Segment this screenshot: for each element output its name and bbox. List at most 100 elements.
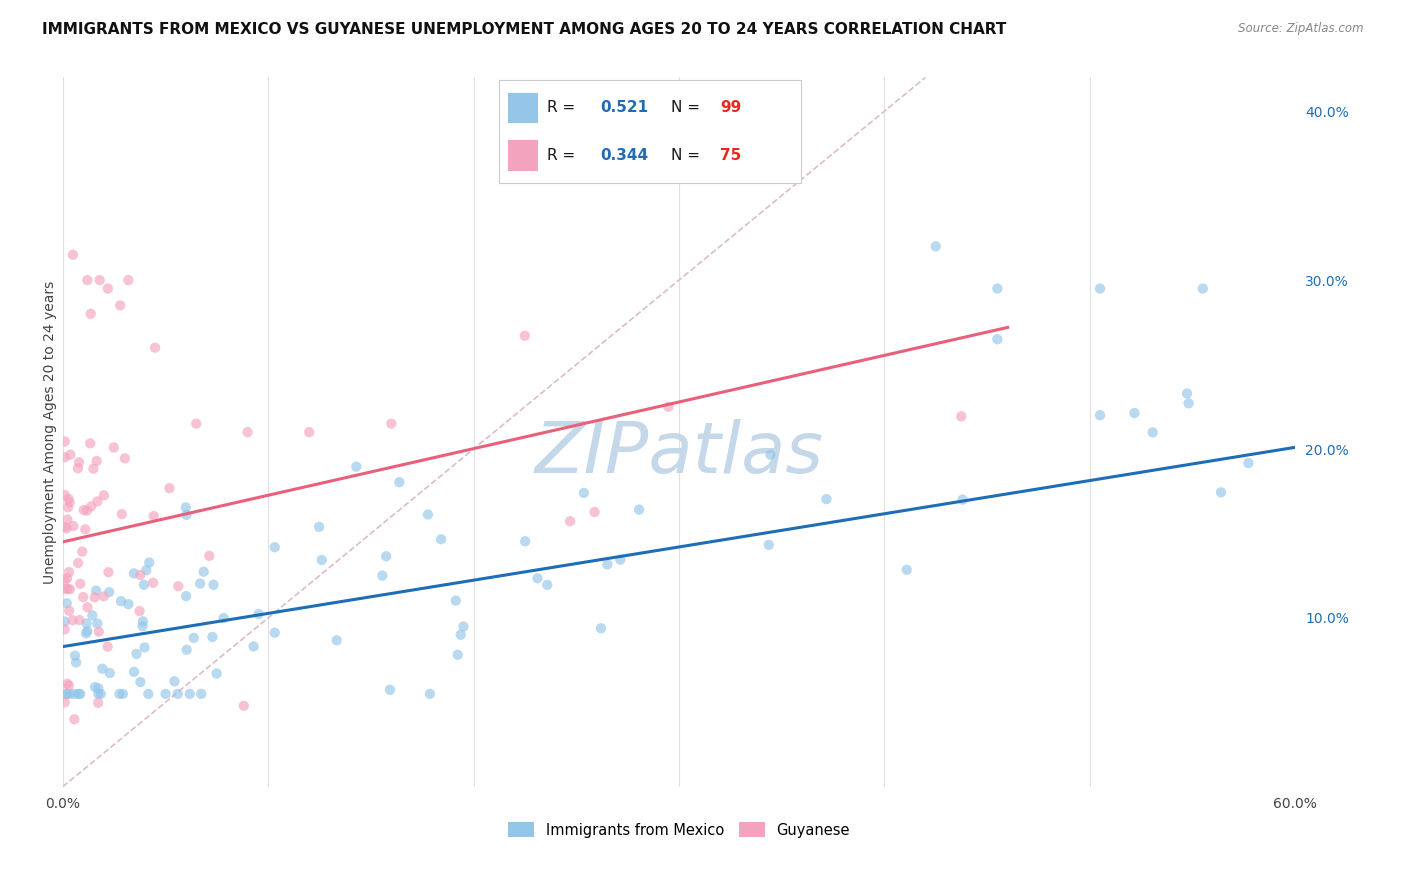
Point: [55, 521, 77, 535]
Point: [59, 687, 82, 701]
Point: [925, 239, 948, 253]
Point: [103, 441, 125, 455]
Point: [513, 534, 536, 549]
Text: ZIPatlas: ZIPatlas: [534, 419, 824, 488]
Point: [58, 565, 80, 579]
Point: [66, 461, 89, 475]
Point: [108, 687, 131, 701]
Point: [325, 633, 347, 648]
Point: [205, 666, 228, 681]
Point: [134, 640, 156, 655]
Point: [122, 665, 145, 679]
Point: [758, 538, 780, 552]
Point: [375, 549, 398, 564]
Point: [62, 613, 84, 627]
Point: [159, 481, 181, 495]
Point: [759, 448, 782, 462]
Point: [430, 533, 453, 547]
Point: [155, 687, 177, 701]
Point: [55, 596, 77, 610]
Point: [76, 600, 98, 615]
Point: [70, 544, 93, 558]
Point: [111, 507, 134, 521]
Point: [212, 611, 235, 625]
Point: [108, 298, 131, 312]
Text: R =: R =: [547, 148, 581, 162]
Point: [76, 503, 98, 517]
Point: [56, 677, 79, 691]
Point: [53, 582, 76, 596]
Point: [86, 454, 108, 468]
Point: [143, 341, 166, 355]
Point: [193, 565, 215, 579]
Point: [986, 332, 1008, 346]
Point: [166, 687, 188, 701]
Point: [76, 616, 98, 631]
Text: IMMIGRANTS FROM MEXICO VS GUYANESE UNEMPLOYMENT AMONG AGES 20 TO 24 YEARS CORREL: IMMIGRANTS FROM MEXICO VS GUYANESE UNEMP…: [42, 22, 1007, 37]
Point: [62, 248, 84, 262]
Point: [572, 486, 595, 500]
Point: [236, 425, 259, 439]
Point: [58, 604, 80, 618]
Point: [91, 662, 114, 676]
Point: [111, 687, 134, 701]
Point: [63, 648, 86, 663]
Point: [896, 563, 918, 577]
Legend: Immigrants from Mexico, Guyanese: Immigrants from Mexico, Guyanese: [502, 816, 856, 843]
Point: [128, 604, 150, 618]
Point: [1088, 281, 1111, 295]
Point: [73, 503, 96, 517]
Point: [815, 492, 838, 507]
Point: [589, 621, 612, 635]
Point: [53, 615, 76, 629]
Point: [628, 502, 651, 516]
Point: [55, 687, 77, 701]
Point: [76, 273, 98, 287]
Point: [263, 625, 285, 640]
Point: [114, 451, 136, 466]
Text: Source: ZipAtlas.com: Source: ZipAtlas.com: [1239, 22, 1364, 36]
Point: [657, 400, 679, 414]
Point: [62, 519, 84, 533]
Point: [87, 681, 110, 696]
Point: [380, 417, 402, 431]
Point: [1177, 396, 1199, 410]
Point: [344, 459, 367, 474]
Point: [190, 687, 212, 701]
Point: [63, 687, 86, 701]
Point: [117, 273, 139, 287]
Point: [56, 500, 79, 515]
Point: [1209, 485, 1232, 500]
Point: [56, 571, 79, 585]
Point: [93, 488, 115, 502]
Point: [1175, 386, 1198, 401]
Point: [69, 613, 91, 627]
Point: [75, 522, 97, 536]
Point: [526, 571, 548, 585]
Point: [176, 508, 198, 522]
Text: N =: N =: [672, 148, 706, 162]
Point: [53, 574, 76, 588]
Point: [87, 687, 110, 701]
Point: [609, 552, 631, 566]
Point: [513, 328, 536, 343]
Point: [198, 549, 221, 563]
Point: [952, 492, 974, 507]
Point: [72, 590, 94, 604]
Point: [179, 687, 201, 701]
Point: [138, 556, 160, 570]
FancyBboxPatch shape: [508, 140, 538, 170]
Text: R =: R =: [547, 101, 581, 115]
Point: [53, 623, 76, 637]
Point: [416, 508, 439, 522]
Point: [59, 448, 82, 462]
Point: [67, 455, 90, 469]
Point: [263, 540, 285, 554]
Point: [950, 409, 973, 424]
Point: [242, 640, 264, 654]
Point: [444, 593, 467, 607]
Point: [84, 583, 107, 598]
Point: [447, 648, 470, 662]
Point: [86, 494, 108, 508]
Point: [388, 475, 411, 490]
